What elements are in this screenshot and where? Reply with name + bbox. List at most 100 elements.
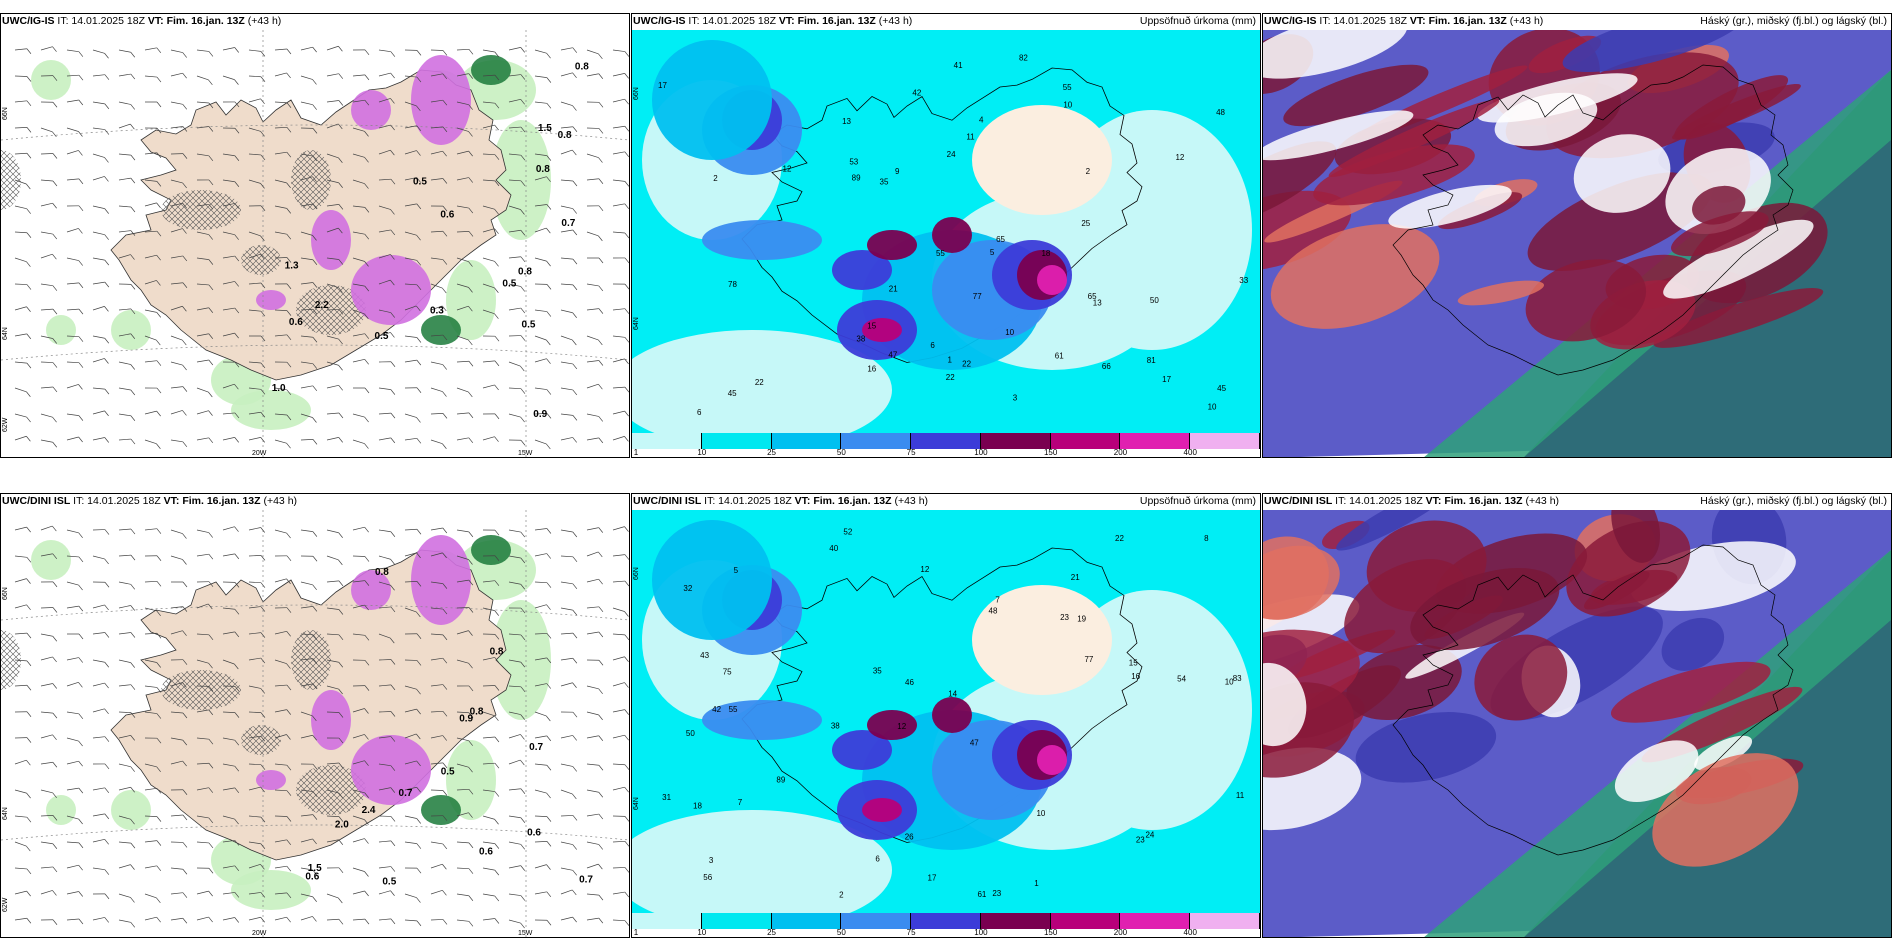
- wind-barb-flag: [26, 48, 32, 54]
- wind-barb: [404, 101, 417, 107]
- wind-barb: [404, 893, 417, 898]
- wind-barb-flag: [130, 684, 136, 690]
- precip-value-label: 0.6: [479, 846, 493, 857]
- wind-barb: [456, 812, 469, 817]
- wind-barb-flag: [546, 339, 551, 346]
- wind-barb: [508, 788, 521, 791]
- wind-barb: [66, 864, 79, 869]
- wind-barb-flag: [26, 284, 32, 290]
- wind-barb-flag: [390, 531, 396, 537]
- wind-barb: [404, 733, 417, 739]
- lat-label-66n: 66N: [633, 87, 640, 100]
- wind-barb: [66, 605, 79, 609]
- wind-barb: [586, 49, 599, 55]
- wind-barb-flag: [234, 79, 239, 85]
- wind-barb: [170, 630, 183, 635]
- precip-amount-label: 25: [1081, 219, 1090, 228]
- wind-barb-flag: [546, 864, 551, 870]
- wind-barb-flag: [364, 261, 369, 267]
- precip-value-label: 1.0: [272, 383, 286, 394]
- wind-barb-flag: [234, 437, 239, 443]
- wind-barb-flag: [416, 417, 421, 423]
- wind-barb: [92, 257, 105, 261]
- wind-barb: [196, 709, 209, 713]
- wind-barb: [560, 889, 573, 895]
- wind-barb-flag: [260, 816, 266, 823]
- wind-barb: [196, 737, 209, 740]
- panel-title: UWC/DINI ISL IT: 14.01.2025 18Z VT: Fim.…: [1, 494, 629, 509]
- wind-barb-flag: [364, 580, 370, 586]
- wind-barb: [118, 101, 131, 105]
- wind-barb: [560, 789, 573, 795]
- wind-barb-flag: [364, 416, 369, 423]
- wind-barb-flag: [52, 386, 58, 393]
- wind-barb-flag: [494, 413, 500, 420]
- wind-barb: [222, 203, 235, 207]
- wind-barb-flag: [312, 363, 318, 369]
- wind-barb-flag: [598, 383, 603, 390]
- wind-barb: [144, 659, 157, 663]
- wind-barb-flag: [468, 607, 474, 613]
- wind-barb: [66, 150, 79, 155]
- wind-barb-flag: [598, 128, 604, 134]
- wind-barb-flag: [468, 766, 473, 773]
- wind-barb: [274, 865, 287, 869]
- wind-barb: [14, 815, 27, 818]
- wind-barb: [378, 684, 391, 687]
- wind-barb: [378, 279, 391, 285]
- valid-time: Fim. 16.jan. 13Z: [182, 495, 261, 507]
- wind-barb-flag: [572, 72, 577, 79]
- precip-amount-label: 61: [1055, 352, 1064, 361]
- wind-barb-flag: [624, 410, 629, 417]
- wind-barb-flag: [26, 436, 31, 442]
- wind-barb-flag: [364, 313, 369, 320]
- wind-barb-flag: [260, 735, 266, 742]
- wind-barb-flag: [156, 339, 161, 346]
- wind-barb: [66, 581, 79, 586]
- wind-barb-flag: [104, 662, 110, 668]
- wind-barb-flag: [416, 818, 422, 824]
- wind-barb-flag: [442, 864, 447, 870]
- wind-barb: [40, 841, 53, 845]
- wind-barb: [118, 49, 131, 53]
- model-name: UWC/IG-IS: [1264, 15, 1317, 27]
- wind-barb: [508, 555, 521, 559]
- wind-barb-flag: [520, 686, 526, 693]
- wind-barb: [612, 633, 625, 636]
- wind-barb-flag: [416, 177, 422, 183]
- heavy-precip-area: [471, 55, 511, 85]
- wind-barb: [40, 361, 54, 363]
- wind-barb: [66, 384, 79, 389]
- wind-barb: [404, 786, 417, 791]
- wind-barb: [612, 891, 625, 895]
- colorbar-tick-label: 400: [1183, 448, 1197, 457]
- colorbar-tick-label: 25: [767, 928, 776, 937]
- wind-barb: [40, 179, 53, 182]
- wind-barb-flag: [572, 47, 578, 53]
- wind-barb-flag: [338, 662, 344, 668]
- wind-barb-flag: [234, 281, 239, 287]
- wind-barb-flag: [208, 204, 214, 210]
- wind-barb: [196, 916, 209, 921]
- wind-barb-flag: [156, 101, 162, 108]
- wind-barb: [40, 866, 53, 869]
- wind-barb-flag: [26, 261, 31, 267]
- precip-amount-label: 45: [728, 389, 737, 398]
- wind-barb: [430, 841, 443, 845]
- wind-barb: [14, 684, 27, 687]
- wind-barb: [326, 762, 339, 765]
- precip-area: [832, 730, 892, 770]
- precip-area: [932, 697, 972, 733]
- wind-barb: [430, 257, 443, 260]
- precip-value-label: 0.9: [533, 409, 547, 420]
- wind-barb: [456, 841, 469, 844]
- snow-area: [411, 55, 471, 145]
- precip-value-label: 0.3: [430, 305, 444, 316]
- wind-barb: [274, 892, 287, 895]
- wind-barb-flag: [130, 922, 136, 928]
- panel-wind-bottom: UWC/DINI ISL IT: 14.01.2025 18Z VT: Fim.…: [0, 493, 630, 938]
- colorbar-swatch: [841, 913, 912, 929]
- wind-barb: [92, 281, 105, 285]
- wind-barb: [222, 307, 235, 311]
- wind-barb-flag: [598, 360, 604, 366]
